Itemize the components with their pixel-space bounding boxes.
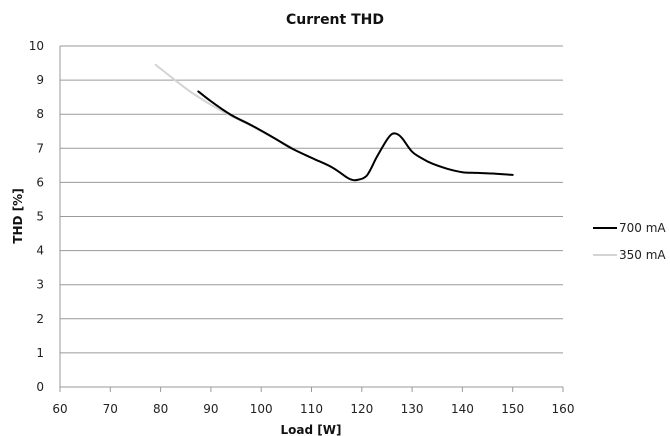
y-tick-label: 9 <box>36 73 44 87</box>
y-tick-label: 2 <box>36 312 44 326</box>
y-tick-label: 0 <box>36 380 44 394</box>
chart-title: Current THD <box>286 12 384 28</box>
x-tick-label: 150 <box>501 402 524 416</box>
x-tick-label: 80 <box>153 402 168 416</box>
x-tick-label: 90 <box>203 402 218 416</box>
y-tick-label: 6 <box>36 175 44 189</box>
x-tick-label: 110 <box>300 402 323 416</box>
legend: 700 mA 350 mA <box>593 221 666 262</box>
gridlines <box>59 45 564 392</box>
y-tick-label: 4 <box>36 244 44 258</box>
x-axis-label: Load [W] <box>281 423 342 436</box>
legend-label: 350 mA <box>619 248 666 262</box>
x-tick-label: 160 <box>552 402 575 416</box>
y-tick-label: 3 <box>36 278 44 292</box>
series-line-350-ma <box>154 63 293 149</box>
x-tick-label: 140 <box>451 402 474 416</box>
y-tick-labels: 0 1 2 3 4 5 6 7 8 9 10 <box>29 39 44 394</box>
series-line-700-ma <box>197 90 514 182</box>
series-lines <box>154 63 514 182</box>
x-tick-labels: 60 70 80 90 100 110 120 130 140 150 160 <box>52 402 574 416</box>
y-tick-label: 1 <box>36 346 44 360</box>
y-axis-label: THD [%] <box>11 188 25 243</box>
x-tick-label: 60 <box>52 402 67 416</box>
y-tick-label: 5 <box>36 210 44 224</box>
y-tick-label: 10 <box>29 39 44 53</box>
x-tick-label: 130 <box>401 402 424 416</box>
legend-label: 700 mA <box>619 221 666 235</box>
x-tick-label: 120 <box>350 402 373 416</box>
y-tick-label: 8 <box>36 107 44 121</box>
x-tick-label: 100 <box>250 402 273 416</box>
y-tick-label: 7 <box>36 141 44 155</box>
x-tick-label: 70 <box>103 402 118 416</box>
